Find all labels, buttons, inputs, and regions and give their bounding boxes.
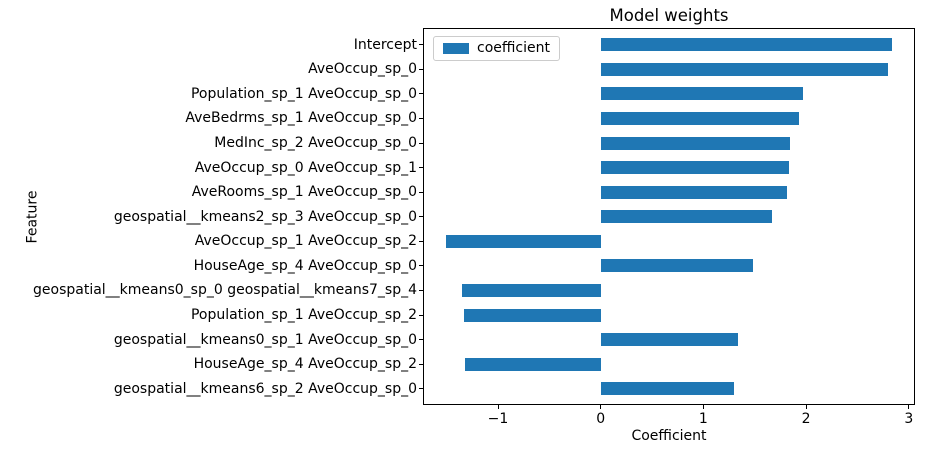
- y-tick-mark: [419, 363, 423, 365]
- x-tick-mark: [497, 405, 499, 409]
- y-tick-label: HouseAge_sp_4 AveOccup_sp_0: [193, 257, 417, 274]
- y-tick-label: Population_sp_1 AveOccup_sp_0: [190, 85, 417, 102]
- bar: [600, 259, 753, 273]
- bar: [600, 161, 789, 175]
- y-tick-label: Population_sp_1 AveOccup_sp_2: [190, 307, 417, 323]
- y-tick-label: AveBedrms_sp_1 AveOccup_sp_0: [185, 110, 417, 127]
- y-tick-label: MedInc_sp_2 AveOccup_sp_0: [214, 135, 417, 151]
- bar: [600, 62, 889, 76]
- y-tick-label: Intercept: [353, 36, 417, 53]
- y-tick-mark: [419, 44, 423, 46]
- bar: [600, 111, 799, 125]
- y-tick-label: AveOccup_sp_1 AveOccup_sp_2: [194, 233, 417, 250]
- bar: [600, 382, 735, 396]
- y-tick-mark: [419, 93, 423, 95]
- y-tick-mark: [419, 142, 423, 144]
- y-tick-label: AveOccup_sp_0 AveOccup_sp_1: [194, 159, 417, 176]
- x-tick-label: 2: [801, 411, 811, 427]
- x-axis-label: Coefficient: [631, 428, 707, 444]
- x-tick-mark: [702, 405, 704, 409]
- y-tick-mark: [419, 265, 423, 267]
- y-tick-mark: [419, 388, 423, 390]
- x-tick-mark: [908, 405, 910, 409]
- y-tick-mark: [419, 117, 423, 119]
- legend-label: coefficient: [477, 40, 550, 56]
- y-tick-mark: [419, 240, 423, 242]
- x-tick-label: −1: [487, 411, 509, 427]
- y-tick-label: geospatial__kmeans6_sp_2 AveOccup_sp_0: [113, 380, 417, 397]
- bar: [462, 283, 601, 297]
- y-tick-mark: [419, 167, 423, 169]
- bar: [600, 136, 790, 150]
- bar: [600, 210, 773, 224]
- y-tick-label: HouseAge_sp_4 AveOccup_sp_2: [193, 356, 417, 373]
- y-axis-label: Feature: [24, 190, 41, 244]
- y-tick-label: geospatial__kmeans0_sp_1 AveOccup_sp_0: [113, 331, 417, 348]
- y-tick-label: AveRooms_sp_1 AveOccup_sp_0: [191, 184, 417, 201]
- bar: [600, 87, 803, 101]
- x-tick-label: 0: [596, 411, 606, 427]
- x-tick-label: 1: [698, 411, 708, 427]
- bar: [464, 308, 601, 322]
- y-tick-mark: [419, 314, 423, 316]
- chart-title: Model weights: [609, 6, 729, 25]
- y-tick-label: geospatial__kmeans0_sp_0 geospatial__kme…: [33, 282, 417, 299]
- x-tick-mark: [805, 405, 807, 409]
- y-tick-label: AveOccup_sp_0: [308, 61, 417, 78]
- y-tick-mark: [419, 289, 423, 291]
- bar: [600, 185, 787, 199]
- y-tick-label: geospatial__kmeans2_sp_3 AveOccup_sp_0: [113, 208, 417, 225]
- y-tick-mark: [419, 216, 423, 218]
- y-tick-mark: [419, 68, 423, 70]
- y-tick-mark: [419, 339, 423, 340]
- x-tick-mark: [600, 405, 602, 409]
- bar: [445, 234, 601, 248]
- bar: [600, 38, 893, 52]
- bar: [465, 357, 601, 371]
- legend: coefficient: [433, 36, 560, 61]
- bar: [600, 333, 739, 346]
- y-tick-mark: [419, 191, 423, 193]
- x-tick-label: 3: [904, 411, 914, 427]
- legend-color-patch: [443, 43, 469, 54]
